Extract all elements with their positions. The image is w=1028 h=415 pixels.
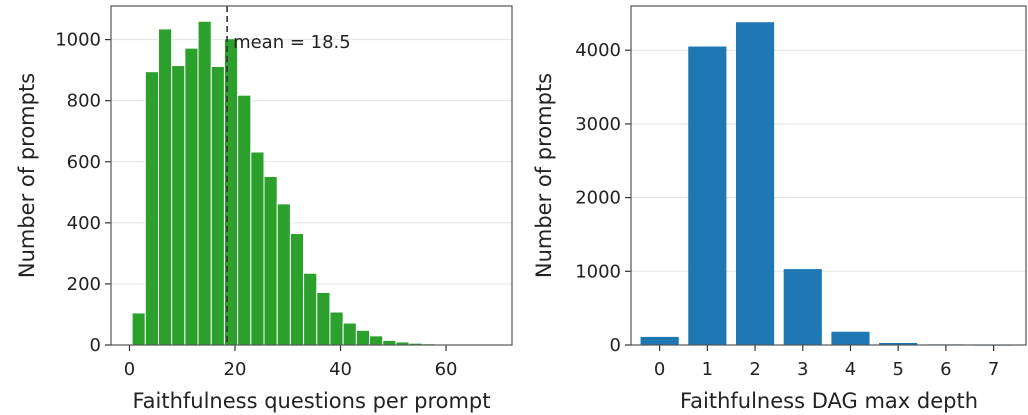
- x-tick-label: 6: [940, 359, 951, 380]
- histogram-bar: [316, 291, 331, 346]
- y-tick-label: 800: [67, 91, 101, 112]
- x-tick-label: 1: [702, 359, 713, 380]
- depth-bar-1: [688, 46, 727, 346]
- depth-bars: [640, 22, 1013, 346]
- histogram-bar: [237, 94, 252, 346]
- x-tick-label: 2: [749, 359, 760, 380]
- x-tick-label: 40: [329, 359, 352, 380]
- histogram-bar: [184, 47, 199, 346]
- y-tick-label: 2000: [575, 188, 621, 209]
- histogram-bar: [144, 71, 159, 346]
- x-tick-label: 20: [224, 359, 247, 380]
- x-tick-label: 0: [124, 359, 135, 380]
- histogram-bar: [369, 335, 384, 346]
- y-tick-label: 1000: [55, 30, 101, 51]
- y-tick-label: 400: [67, 213, 101, 234]
- y-axis-label: Number of prompts: [532, 73, 556, 278]
- y-tick-label: 4000: [575, 40, 621, 61]
- x-tick-label: 0: [654, 359, 665, 380]
- histogram-bar: [197, 20, 212, 346]
- x-tick-label: 3: [797, 359, 808, 380]
- histogram-bars: [131, 20, 502, 346]
- histogram-bar: [210, 65, 225, 346]
- axes: 0 1000 2000 3000 4000 0 1 2 3 4 5 6 7 Faithfulness DA…: [532, 5, 1027, 413]
- depth-bar-0: [640, 336, 679, 345]
- histogram-chart: mean = 18.5 0 200 400 600 800 1000 0 20 40 60 Faith…: [15, 5, 513, 413]
- axes: 0 200 400 600 800 1000 0 20 40 60 Faithfulness que…: [15, 5, 513, 413]
- x-axis-label: Faithfulness DAG max depth: [680, 389, 978, 413]
- histogram-bar: [157, 28, 173, 346]
- histogram-bar: [303, 272, 318, 346]
- depth-bar-2: [735, 22, 775, 345]
- y-axis-label: Number of prompts: [15, 73, 39, 278]
- histogram-bar: [355, 329, 371, 346]
- depth-bar-5: [879, 342, 918, 345]
- x-tick-label: 60: [435, 359, 458, 380]
- plot-frame: [110, 5, 513, 346]
- mean-annotation: mean = 18.5: [233, 32, 351, 53]
- histogram-bar: [289, 233, 305, 346]
- y-tick-label: 0: [90, 335, 101, 356]
- x-tick-label: 7: [988, 359, 999, 380]
- y-tick-label: 600: [67, 152, 101, 173]
- depth-bar-3: [783, 269, 822, 345]
- histogram-bar: [382, 339, 397, 346]
- histogram-bar: [276, 203, 291, 346]
- plot-frame: [630, 5, 1027, 346]
- y-tick-label: 200: [67, 274, 101, 295]
- y-tick-label: 1000: [575, 261, 621, 282]
- histogram-bar: [329, 311, 344, 346]
- x-tick-label: 4: [845, 359, 856, 380]
- x-tick-label: 5: [892, 359, 903, 380]
- histogram-bar: [171, 65, 186, 346]
- histogram-bar: [263, 175, 278, 346]
- depth-bar-chart: 0 1000 2000 3000 4000 0 1 2 3 4 5 6 7 Faithfulness DA…: [532, 5, 1027, 413]
- x-axis-label: Faithfulness questions per prompt: [133, 389, 491, 413]
- histogram-bar: [342, 322, 357, 346]
- y-tick-label: 0: [610, 335, 621, 356]
- depth-bar-4: [831, 331, 870, 345]
- histogram-bar: [131, 312, 146, 346]
- histogram-bar: [250, 151, 265, 346]
- y-tick-label: 3000: [575, 114, 621, 135]
